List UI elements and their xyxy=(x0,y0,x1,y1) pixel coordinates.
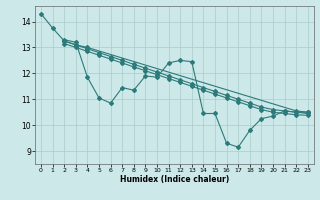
X-axis label: Humidex (Indice chaleur): Humidex (Indice chaleur) xyxy=(120,175,229,184)
